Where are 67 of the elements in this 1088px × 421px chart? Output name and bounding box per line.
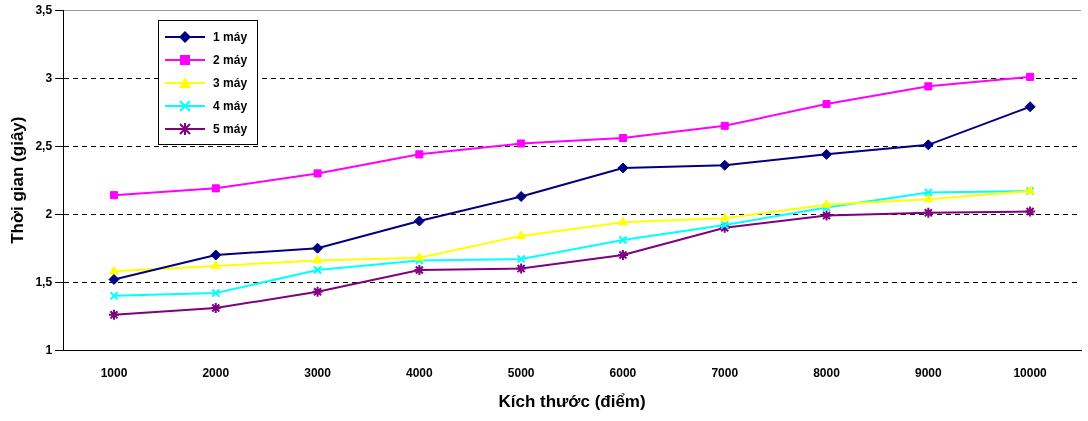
point <box>414 252 425 261</box>
point <box>313 265 323 275</box>
point <box>618 134 627 143</box>
point <box>108 273 120 285</box>
point <box>211 184 220 193</box>
point <box>618 216 628 226</box>
x-tick-label: 4000 <box>406 365 434 380</box>
point <box>618 235 628 245</box>
x-tick-label: 8000 <box>813 365 841 380</box>
point <box>821 148 833 160</box>
point <box>413 215 425 227</box>
point <box>821 199 832 208</box>
point <box>720 220 730 230</box>
x-tick-label: 9000 <box>914 365 942 380</box>
point <box>311 285 324 298</box>
x-tick-label: 2000 <box>202 365 230 380</box>
point <box>616 249 629 261</box>
y-tick-label: 3 <box>45 70 53 85</box>
point <box>923 193 934 203</box>
y-tick-label: 2 <box>45 206 53 221</box>
point <box>515 191 527 203</box>
point <box>924 82 933 91</box>
point <box>210 260 221 269</box>
point <box>109 291 119 301</box>
point <box>210 249 222 261</box>
legend-label: 4 máy <box>213 98 248 113</box>
point <box>820 209 833 222</box>
y-tick-label: 3,5 <box>35 2 53 17</box>
x-tick-label: 7000 <box>711 365 739 380</box>
y-tick-label: 1 <box>45 342 53 357</box>
point <box>312 242 324 254</box>
y-tick-label: 1,5 <box>35 274 53 289</box>
point <box>719 212 730 222</box>
point <box>1024 205 1037 218</box>
point <box>923 187 933 197</box>
point <box>516 230 526 239</box>
point <box>1024 101 1036 113</box>
x-tick-label: 3000 <box>304 365 332 380</box>
legend-label: 5 máy <box>213 121 248 136</box>
point <box>719 159 731 171</box>
point <box>1026 72 1035 81</box>
legend-label: 1 máy <box>213 29 248 44</box>
legend-label: 3 máy <box>213 75 248 90</box>
point <box>516 254 526 264</box>
point <box>822 100 831 109</box>
x-tick-label: 10000 <box>1013 365 1048 380</box>
y-tick-label: 2,5 <box>35 138 53 153</box>
point <box>109 191 119 200</box>
x-tick-label: 6000 <box>609 365 637 380</box>
point <box>515 262 528 275</box>
x-tick-label: 5000 <box>507 365 535 380</box>
point <box>617 162 629 174</box>
x-axis-title: Kích thước (điểm) <box>498 392 646 412</box>
point <box>720 121 729 130</box>
point <box>415 150 424 159</box>
point <box>718 221 731 234</box>
point <box>211 288 221 298</box>
point <box>922 139 934 151</box>
legend-label: 2 máy <box>213 52 248 67</box>
point <box>312 254 323 264</box>
x-tick-label: 1000 <box>100 365 128 380</box>
point <box>922 206 935 219</box>
point <box>821 202 832 212</box>
y-axis-title: Thời gian (giây) <box>7 116 27 244</box>
point <box>517 139 526 148</box>
point <box>109 265 119 275</box>
point <box>313 169 322 178</box>
